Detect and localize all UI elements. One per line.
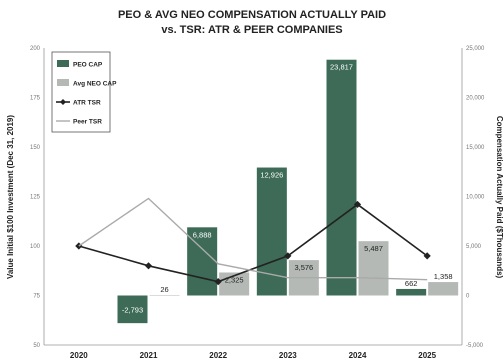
x-tick-label: 2020 bbox=[70, 351, 88, 360]
y-left-tick-label: 75 bbox=[33, 294, 40, 300]
y-right-tick-label: 5,000 bbox=[466, 244, 482, 250]
bar-data-label: 5,487 bbox=[364, 244, 383, 253]
y-left-tick-label: 150 bbox=[30, 145, 41, 151]
bar-data-label: 662 bbox=[405, 279, 418, 288]
bar-data-label: 23,817 bbox=[330, 63, 353, 72]
y-left-tick-label: 175 bbox=[30, 96, 41, 102]
series-point bbox=[144, 262, 153, 270]
legend-label: PEO CAP bbox=[73, 62, 103, 69]
y-right-tick-label: 20,000 bbox=[466, 96, 485, 102]
x-tick-label: 2023 bbox=[279, 351, 297, 360]
legend-label: Peer TSR bbox=[73, 119, 102, 126]
bar-data-label: 6,888 bbox=[193, 230, 212, 239]
series-line bbox=[78, 197, 428, 281]
y-left-tick-label: 100 bbox=[30, 244, 41, 250]
bar-data-label: 3,576 bbox=[294, 263, 313, 272]
series-point bbox=[214, 278, 222, 286]
x-tick-label: 2021 bbox=[140, 351, 158, 360]
bar-data-label: 26 bbox=[160, 285, 168, 294]
plot-area: 50 75 100 125 150 175 200 -5,000 0 5,000 10,000 15,… bbox=[30, 46, 485, 360]
y-right-tick-label: -5,000 bbox=[466, 343, 484, 349]
bar bbox=[428, 282, 459, 296]
legend-label: ATR TSR bbox=[73, 100, 101, 107]
series-line bbox=[78, 203, 428, 283]
y-right-tick-label: 10,000 bbox=[466, 195, 485, 201]
legend-swatch bbox=[57, 60, 69, 67]
x-tick-label: 2022 bbox=[209, 351, 227, 360]
legend-swatch bbox=[57, 79, 69, 86]
chart-subtitle: vs. TSR: ATR & PEER COMPANIES bbox=[161, 24, 342, 36]
bar bbox=[358, 241, 389, 296]
bar bbox=[396, 288, 427, 296]
legend: PEO CAP Avg NEO CAP ATR TSR Peer TSR bbox=[51, 51, 117, 133]
bar bbox=[149, 295, 180, 296]
y-right-tick-label: 25,000 bbox=[466, 46, 485, 52]
x-tick-label: 2025 bbox=[418, 351, 436, 360]
bar bbox=[326, 59, 357, 296]
y-right-tick-label: 0 bbox=[466, 294, 470, 300]
y-left-tick-label: 50 bbox=[33, 343, 40, 349]
y-right-axis-label: Compensation Actually Paid ($Thousands) bbox=[495, 116, 504, 279]
chart-title: PEO & AVG NEO COMPENSATION ACTUALLY PAID bbox=[118, 9, 386, 21]
y-left-tick-label: 125 bbox=[30, 195, 41, 201]
y-right-tick-label: 15,000 bbox=[466, 145, 485, 151]
series-point bbox=[353, 200, 362, 209]
bar-data-label: 2,325 bbox=[225, 275, 244, 284]
legend-marker bbox=[60, 99, 66, 105]
bar-data-label: -2,793 bbox=[122, 305, 143, 314]
bar bbox=[117, 295, 148, 324]
bar-data-label: 12,926 bbox=[260, 171, 283, 180]
x-tick-label: 2024 bbox=[349, 351, 367, 360]
series-point bbox=[284, 252, 292, 260]
legend-label: Avg NEO CAP bbox=[73, 81, 117, 88]
series-point bbox=[423, 252, 431, 260]
bar-data-label: 1,358 bbox=[434, 272, 453, 281]
y-left-tick-label: 200 bbox=[30, 46, 41, 52]
y-left-axis-label: Value Initial $100 Investment (Dec 31, 2… bbox=[6, 115, 15, 279]
